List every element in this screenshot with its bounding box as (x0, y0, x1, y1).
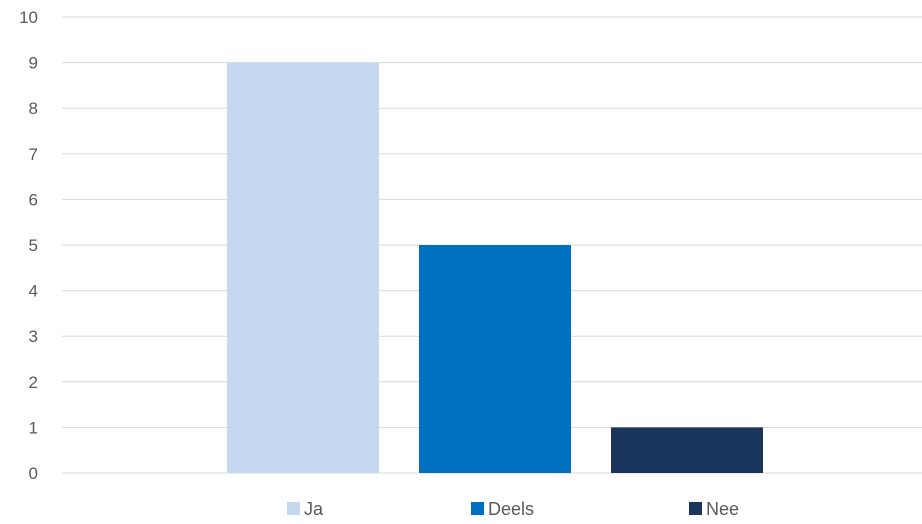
bar-deels (419, 245, 571, 473)
legend-swatch-ja (287, 502, 300, 515)
y-tick-label: 5 (29, 236, 38, 255)
y-tick-label: 1 (29, 418, 38, 437)
y-tick-label: 0 (29, 464, 38, 483)
legend: Ja Deels Nee (287, 499, 739, 519)
y-tick-label: 6 (29, 190, 38, 209)
y-tick-label: 2 (29, 373, 38, 392)
y-tick-label: 4 (29, 282, 38, 301)
legend-label-deels: Deels (488, 499, 534, 519)
y-tick-label: 7 (29, 145, 38, 164)
y-tick-label: 9 (29, 54, 38, 73)
bar-nee (611, 427, 763, 473)
bar-ja (227, 62, 379, 473)
legend-label-nee: Nee (706, 499, 739, 519)
legend-swatch-deels (471, 502, 484, 515)
y-axis-tick-labels: 0 1 2 3 4 5 6 7 8 9 10 (19, 8, 38, 483)
y-tick-label: 10 (19, 8, 38, 27)
bars (227, 62, 763, 473)
y-tick-label: 3 (29, 327, 38, 346)
legend-label-ja: Ja (304, 499, 324, 519)
y-tick-label: 8 (29, 99, 38, 118)
legend-swatch-nee (689, 502, 702, 515)
